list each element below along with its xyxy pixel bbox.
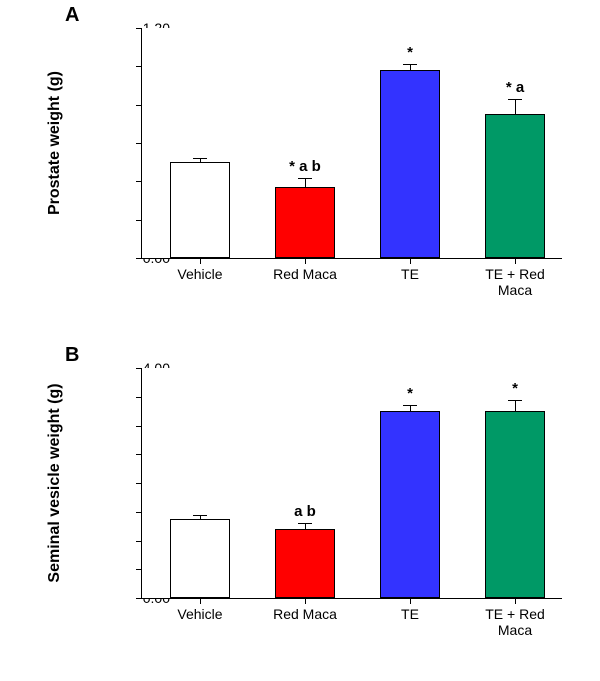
bar — [275, 187, 335, 258]
x-tick — [305, 598, 306, 604]
figure: AProstate weight (g)0.000.200.400.600.80… — [0, 0, 600, 681]
bar — [380, 411, 440, 598]
error-bar-line — [515, 99, 516, 114]
error-bar-cap — [193, 158, 207, 159]
bar — [380, 70, 440, 258]
x-tick-label-line: Red Maca — [273, 606, 337, 622]
significance-label: * — [407, 385, 413, 402]
y-tick — [136, 66, 142, 67]
error-bar-cap — [298, 523, 312, 524]
x-tick-label: Red Maca — [273, 266, 337, 282]
panel-B: BSeminal vesicle weight (g)0.000.501.001… — [0, 340, 600, 660]
panel-label: A — [65, 4, 79, 27]
x-tick-label: TE + RedMaca — [485, 606, 545, 638]
y-tick — [136, 220, 142, 221]
y-tick — [136, 258, 142, 259]
x-tick-label-line: TE + Red — [485, 266, 545, 282]
x-tick-label-line: Vehicle — [177, 606, 222, 622]
y-tick — [136, 143, 142, 144]
x-tick — [305, 258, 306, 264]
x-tick-label: TE + RedMaca — [485, 266, 545, 298]
y-axis-label: Prostate weight (g) — [46, 71, 64, 215]
significance-label: * — [407, 44, 413, 61]
panel-label: B — [65, 344, 79, 367]
bar — [170, 162, 230, 258]
x-tick — [410, 598, 411, 604]
x-tick-label: Vehicle — [177, 606, 222, 622]
x-tick-label: Vehicle — [177, 266, 222, 282]
error-bar-cap — [193, 515, 207, 516]
significance-label: a b — [294, 503, 316, 520]
bar — [485, 411, 545, 598]
y-tick — [136, 368, 142, 369]
error-bar-cap — [403, 64, 417, 65]
x-tick — [200, 598, 201, 604]
y-tick — [136, 426, 142, 427]
plot-area: * a b * * a — [142, 28, 562, 258]
x-tick-label: TE — [401, 606, 419, 622]
y-tick — [136, 569, 142, 570]
error-bar-cap — [508, 400, 522, 401]
y-tick — [136, 598, 142, 599]
x-tick-label-line: TE — [401, 606, 419, 622]
y-tick — [136, 483, 142, 484]
y-axis-label: Seminal vesicle weight (g) — [46, 383, 64, 582]
y-tick — [136, 541, 142, 542]
x-tick-label-line: Maca — [485, 622, 545, 638]
significance-label: * a b — [289, 158, 321, 175]
x-tick-label-line: TE + Red — [485, 606, 545, 622]
y-tick — [136, 454, 142, 455]
y-tick — [136, 105, 142, 106]
x-tick — [410, 258, 411, 264]
significance-label: * a — [506, 79, 524, 96]
x-axis — [142, 598, 562, 599]
significance-label: * — [512, 380, 518, 397]
error-bar-cap — [403, 405, 417, 406]
bar — [275, 529, 335, 598]
y-tick — [136, 512, 142, 513]
x-tick — [200, 258, 201, 264]
y-tick — [136, 181, 142, 182]
plot-area: a b * * — [142, 368, 562, 598]
bar — [170, 519, 230, 598]
panel-A: AProstate weight (g)0.000.200.400.600.80… — [0, 0, 600, 320]
x-tick — [515, 598, 516, 604]
error-bar-cap — [298, 178, 312, 179]
x-tick-label-line: Red Maca — [273, 266, 337, 282]
bar — [485, 114, 545, 258]
x-tick-label: TE — [401, 266, 419, 282]
y-tick — [136, 28, 142, 29]
x-axis — [142, 258, 562, 259]
error-bar-line — [515, 400, 516, 412]
x-tick-label-line: Vehicle — [177, 266, 222, 282]
error-bar-line — [305, 178, 306, 188]
y-tick — [136, 397, 142, 398]
x-tick — [515, 258, 516, 264]
x-tick-label-line: Maca — [485, 282, 545, 298]
x-tick-label: Red Maca — [273, 606, 337, 622]
x-tick-label-line: TE — [401, 266, 419, 282]
error-bar-cap — [508, 99, 522, 100]
